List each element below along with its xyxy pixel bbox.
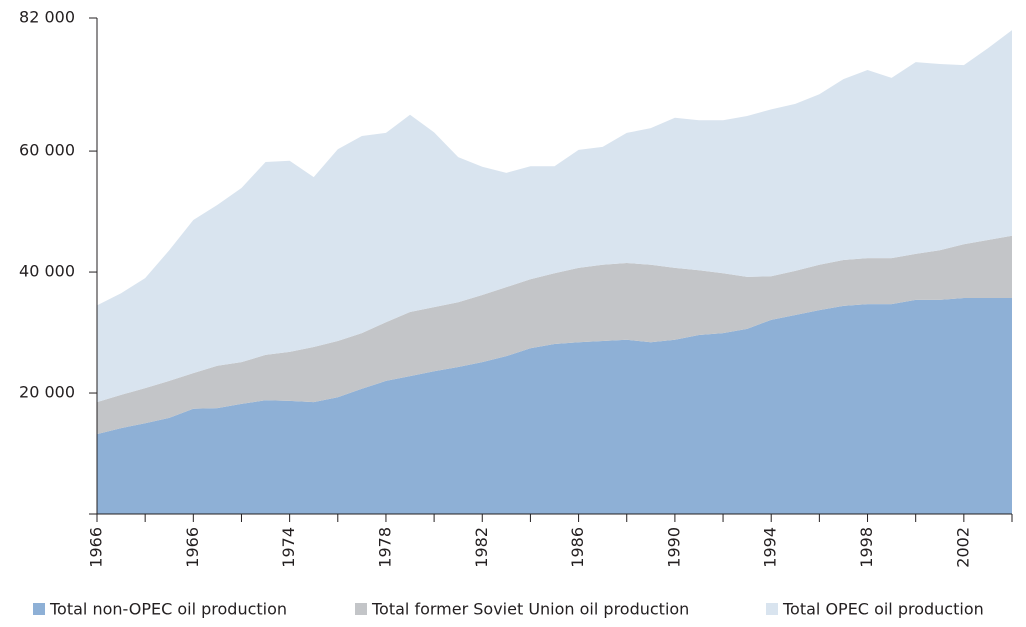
area [97,30,1012,403]
y-tick-label: 60 000 [19,141,75,160]
legend-label: Total non-OPEC oil production [49,600,287,619]
legend-label: Total former Soviet Union oil production [371,600,689,619]
area [97,298,1012,514]
x-tick-label: 1966 [87,527,106,568]
x-tick-label: 1982 [472,527,491,568]
legend-swatch [355,603,367,615]
x-tick-label: 1986 [568,527,587,568]
x-tick-label: 1974 [279,527,298,568]
legend-swatch [766,603,778,615]
x-tick-label: 1966 [183,527,202,568]
y-tick-label: 20 000 [19,383,75,402]
x-tick-label: 1998 [857,527,876,568]
legend-label: Total OPEC oil production [782,600,984,619]
x-tick-label: 1978 [375,527,394,568]
area [97,235,1012,435]
y-tick-label: 82 000 [19,8,75,27]
x-tick-label: 1990 [664,527,683,568]
x-tick-label: 2002 [953,527,972,568]
x-tick-label: 1994 [761,527,780,568]
y-tick-label: 40 000 [19,262,75,281]
legend-swatch [33,603,45,615]
